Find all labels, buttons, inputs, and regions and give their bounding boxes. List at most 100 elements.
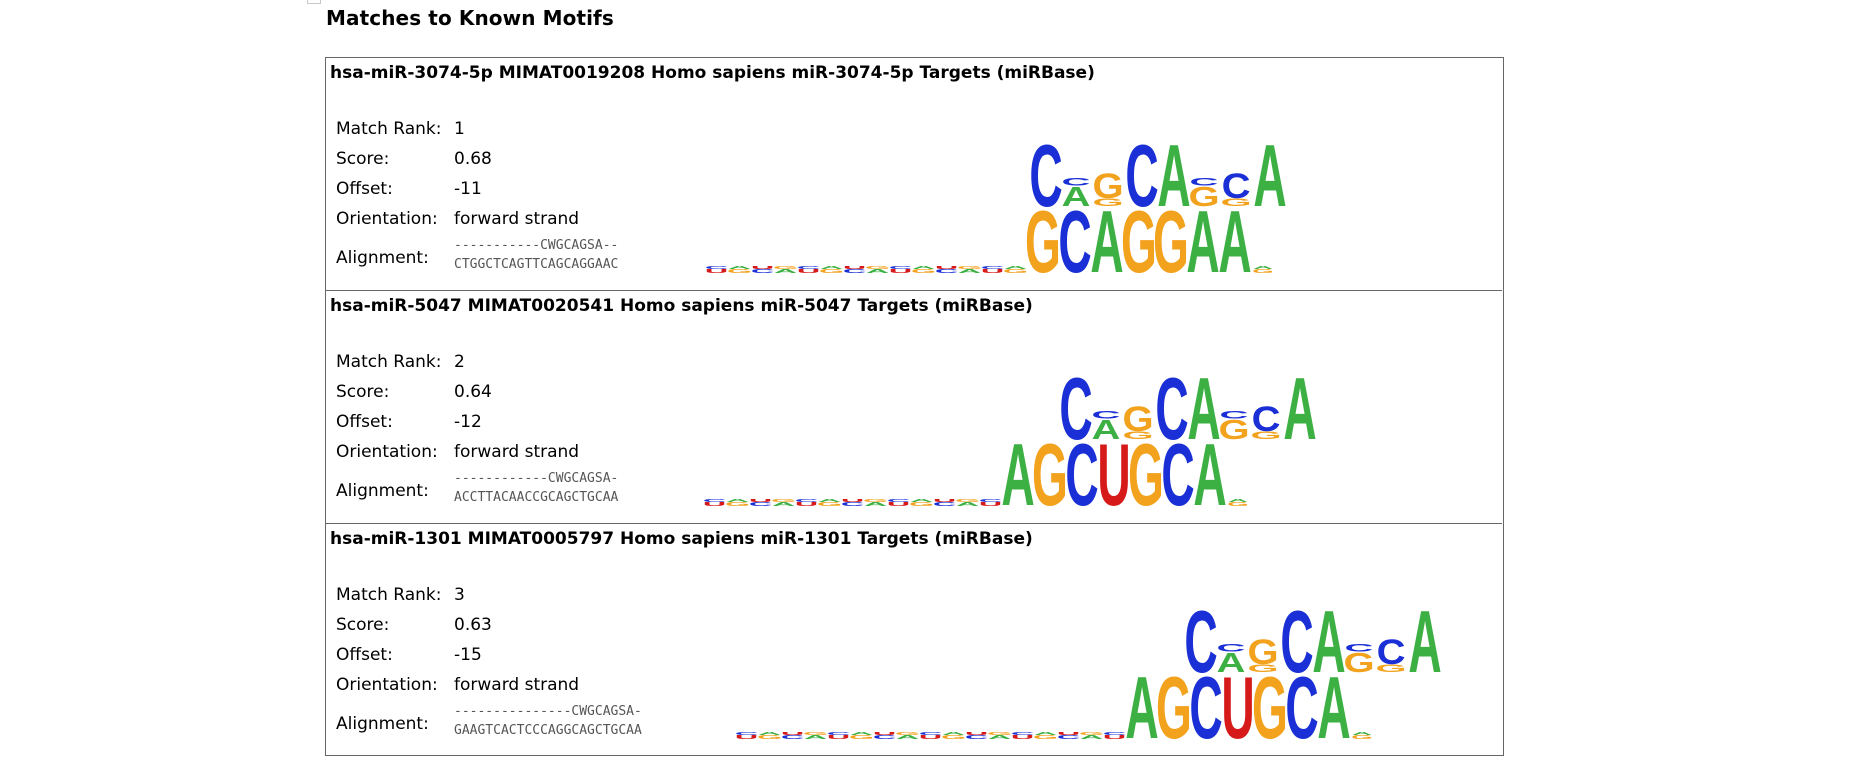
rank-label: Match Rank: bbox=[336, 585, 442, 605]
logo-letter-a: A bbox=[818, 498, 842, 503]
logo-letter-a: A bbox=[1312, 592, 1345, 691]
logo-letter-c: C bbox=[1059, 359, 1092, 458]
logo-letter-a: A bbox=[1001, 425, 1034, 524]
logo-letter-a: A bbox=[912, 265, 936, 270]
frame-corner bbox=[307, 0, 321, 4]
logo-letter-c: C bbox=[1184, 592, 1217, 691]
logo-letter-c: C bbox=[1220, 409, 1249, 422]
logo-letter-c: C bbox=[781, 734, 805, 740]
section-title: Matches to Known Motifs bbox=[326, 6, 614, 30]
target-sequence: GAAGTCACTCCCAGGCAGCTGCAA bbox=[454, 723, 642, 738]
alignment-label: Alignment: bbox=[336, 481, 429, 501]
logo-letter-a: A bbox=[866, 268, 890, 274]
offset-row: Offset: -12 bbox=[336, 412, 482, 432]
logo-letter-g: G bbox=[1227, 501, 1249, 507]
logo-letter-a: A bbox=[726, 498, 750, 503]
logo-letter-u: U bbox=[827, 734, 850, 740]
logo-letter-c: C bbox=[1280, 592, 1313, 691]
logo-letter-c: C bbox=[1058, 192, 1091, 291]
logo-letter-u: U bbox=[935, 265, 958, 270]
logo-letter-g: G bbox=[1252, 268, 1274, 274]
logo-letter-c: C bbox=[1125, 126, 1158, 225]
logo-letter-a: A bbox=[1317, 658, 1350, 757]
logo-letter-a: A bbox=[1004, 265, 1028, 270]
logo-letter-c: C bbox=[981, 265, 1004, 270]
logo-letter-u: U bbox=[749, 498, 772, 503]
match-panel: hsa-miR-5047 MIMAT0020541 Homo sapiens m… bbox=[326, 291, 1502, 524]
logo-letter-a: A bbox=[1187, 359, 1220, 458]
logo-letter-c: C bbox=[1217, 642, 1246, 655]
logo-letter-g: G bbox=[1092, 167, 1123, 207]
logo-letter-u: U bbox=[751, 265, 774, 270]
alignment-label: Alignment: bbox=[336, 714, 429, 734]
logo-letter-g: G bbox=[773, 265, 798, 270]
logo-letter-u: U bbox=[919, 734, 942, 740]
score-label: Score: bbox=[336, 149, 390, 169]
logo-letter-g: G bbox=[1153, 192, 1189, 291]
rank-value: 2 bbox=[454, 352, 465, 372]
logo-letter-g: G bbox=[1128, 425, 1164, 524]
logo-letter-a: A bbox=[1253, 265, 1273, 270]
offset-value: -15 bbox=[454, 645, 482, 665]
offset-value: -11 bbox=[454, 179, 482, 199]
logo-letter-g: G bbox=[1156, 658, 1192, 757]
logo-letter-c: C bbox=[873, 734, 897, 740]
logo-letter-u: U bbox=[735, 734, 758, 740]
logo-letter-a: A bbox=[1352, 731, 1372, 736]
logo-letter-u: U bbox=[1057, 731, 1080, 736]
rank-row: Match Rank: 2 bbox=[336, 352, 465, 372]
logo-letter-a: A bbox=[1228, 498, 1248, 503]
match-panel: hsa-miR-3074-5p MIMAT0019208 Homo sapien… bbox=[326, 58, 1502, 291]
logo-letter-a: A bbox=[958, 268, 982, 274]
logo-letter-a: A bbox=[988, 734, 1012, 740]
logo-letter-a: A bbox=[1283, 359, 1316, 458]
logo-letter-a: A bbox=[1080, 734, 1104, 740]
score-value: 0.63 bbox=[454, 615, 492, 635]
logo-letter-u: U bbox=[965, 731, 988, 736]
match-title[interactable]: hsa-miR-3074-5p MIMAT0019208 Homo sapien… bbox=[330, 63, 1095, 83]
match-title[interactable]: hsa-miR-5047 MIMAT0020541 Homo sapiens m… bbox=[330, 296, 1033, 316]
alignment-sequences: ------------CWGCAGSA- ACCTTACAACCGCAGCTG… bbox=[454, 469, 618, 507]
logo-letter-c: C bbox=[841, 501, 865, 507]
logo-letter-c: C bbox=[1062, 176, 1091, 189]
logo-letter-u: U bbox=[887, 501, 910, 507]
match-title[interactable]: hsa-miR-1301 MIMAT0005797 Homo sapiens m… bbox=[330, 529, 1033, 549]
logo-letter-c: C bbox=[1092, 409, 1121, 422]
logo-letter-g: G bbox=[849, 734, 874, 740]
logo-letter-c: C bbox=[919, 731, 942, 736]
logo-letter-a: A bbox=[1125, 658, 1158, 757]
logo-letter-g: G bbox=[1122, 429, 1153, 442]
rank-row: Match Rank: 3 bbox=[336, 585, 465, 605]
offset-label: Offset: bbox=[336, 645, 393, 665]
logo-letter-a: A bbox=[820, 265, 844, 270]
score-value: 0.64 bbox=[454, 382, 492, 402]
logo-letter-g: G bbox=[1250, 429, 1281, 442]
alignment-label: Alignment: bbox=[336, 248, 429, 268]
logo-letter-a: A bbox=[1092, 415, 1121, 446]
logo-letter-a: A bbox=[1408, 592, 1441, 691]
logo-letter-c: C bbox=[1155, 359, 1188, 458]
offset-row: Offset: -11 bbox=[336, 179, 482, 199]
logo-letter-a: A bbox=[910, 498, 934, 503]
logo-letter-a: A bbox=[728, 265, 752, 270]
logo-letter-c: C bbox=[889, 265, 912, 270]
logo-letter-g: G bbox=[1033, 734, 1058, 740]
query-sequence: -----------CWGCAGSA-- bbox=[454, 238, 619, 253]
logo-letter-u: U bbox=[1097, 425, 1130, 524]
logo-letter-g: G bbox=[1218, 415, 1249, 446]
logo-letter-c: C bbox=[1222, 167, 1251, 207]
logo-letter-c: C bbox=[735, 731, 758, 736]
logo-letter-g: G bbox=[911, 268, 936, 274]
logo-letter-u: U bbox=[703, 501, 726, 507]
logo-letter-c: C bbox=[965, 734, 989, 740]
logo-letter-g: G bbox=[1375, 662, 1406, 675]
logo-letter-c: C bbox=[843, 268, 867, 274]
logo-letter-c: C bbox=[827, 731, 850, 736]
orientation-label: Orientation: bbox=[336, 209, 438, 229]
logo-letter-u: U bbox=[1221, 658, 1254, 757]
logo-letter-a: A bbox=[1218, 192, 1251, 291]
